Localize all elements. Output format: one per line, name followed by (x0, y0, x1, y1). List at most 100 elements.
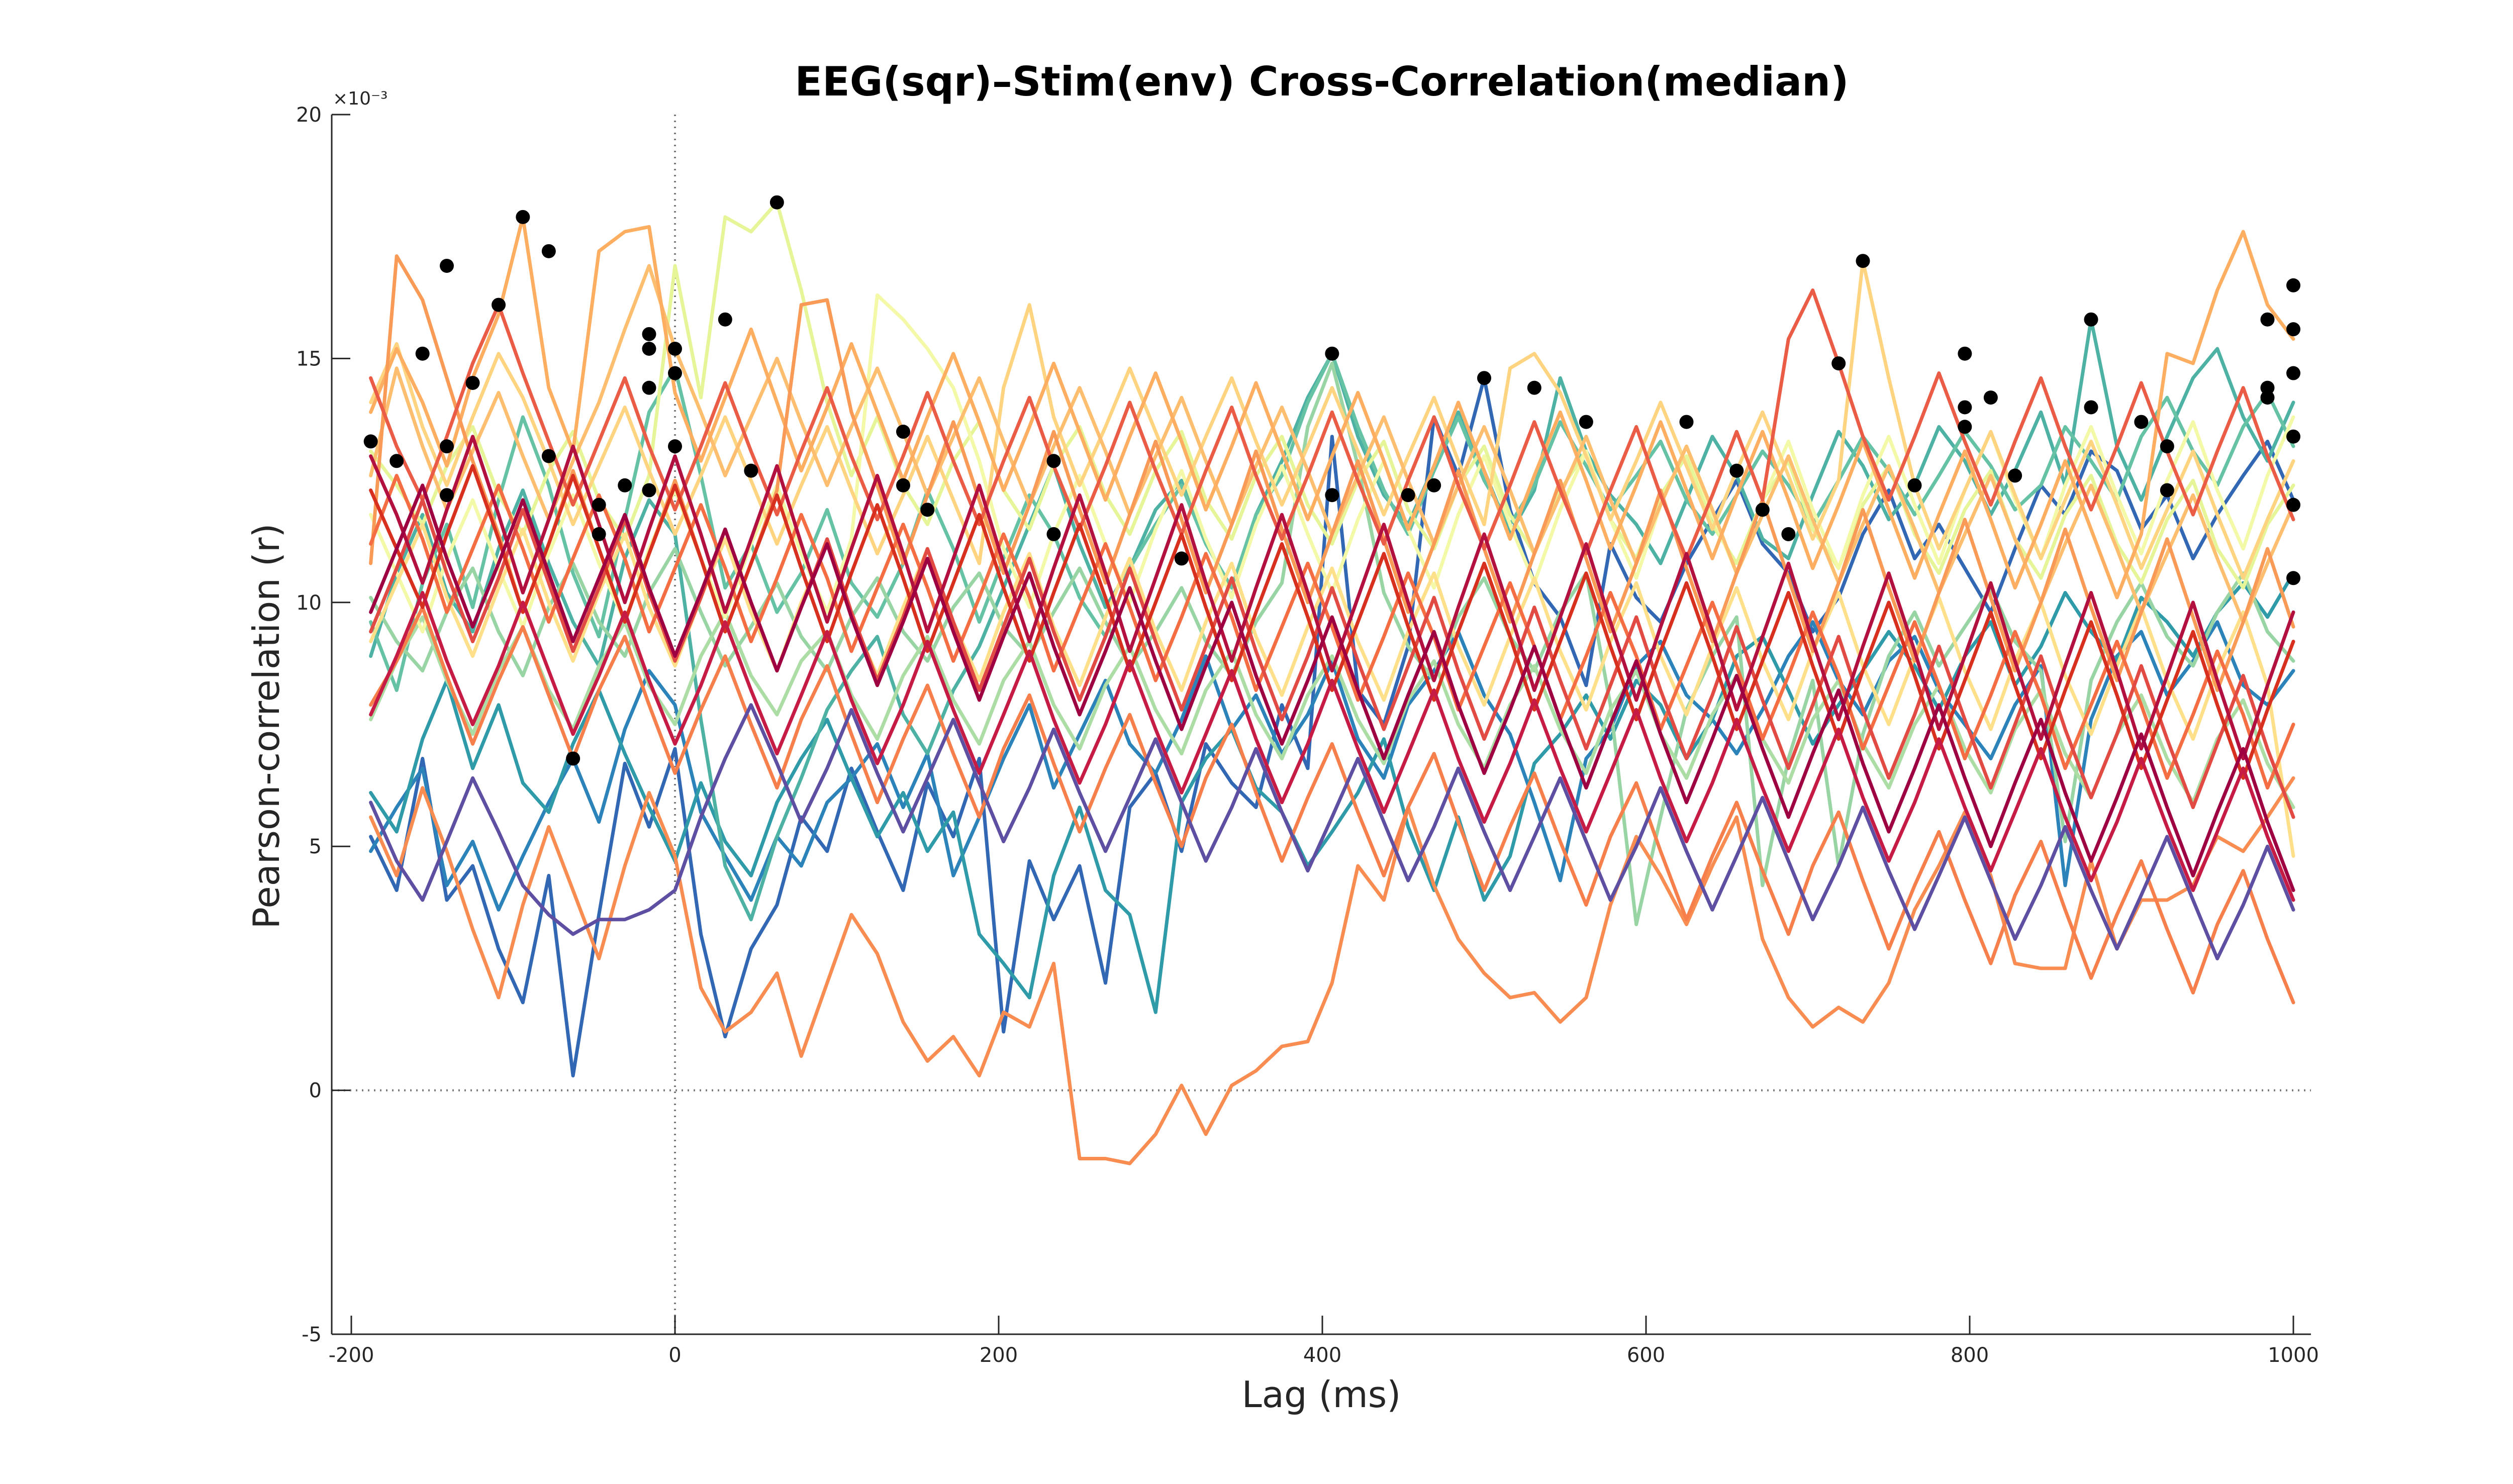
peak-marker (2008, 468, 2022, 483)
peak-marker (2084, 400, 2098, 415)
peak-marker (1831, 356, 1846, 371)
axes: -200 0 200 400 600 800 1000 -5 0 5 10 15 20 (296, 104, 2319, 1367)
peak-marker (668, 439, 682, 454)
peak-marker (1983, 390, 1998, 405)
series-line-ch23 (369, 483, 2295, 893)
peak-marker (1958, 400, 1972, 415)
x-axis-label: Lag (ms) (1242, 1373, 1401, 1416)
series-line-ch07 (369, 610, 2295, 809)
peak-marker (1729, 463, 1744, 478)
x-tick-label: 0 (668, 1344, 681, 1367)
peak-marker (2286, 278, 2300, 292)
peak-marker (465, 375, 480, 390)
peak-marker (363, 434, 378, 449)
x-tick-label: 800 (1951, 1344, 1989, 1367)
peak-marker (1781, 527, 1796, 541)
y-tick-label: 5 (309, 835, 322, 858)
peak-marker (439, 258, 454, 273)
peak-marker (592, 527, 606, 541)
series-line-ch20 (369, 464, 2295, 780)
peak-marker (896, 425, 911, 439)
peak-marker (642, 483, 656, 498)
series-line-ch22 (369, 435, 2295, 760)
peak-marker (1325, 346, 1339, 361)
peak-marker (618, 478, 632, 492)
x-axis-ticks: -200 0 200 400 600 800 1000 (329, 1316, 2319, 1367)
peak-marker (642, 341, 656, 356)
peak-marker (439, 439, 454, 454)
chart-title: EEG(sqr)–Stim(env) Cross-Correlation(med… (795, 58, 1849, 105)
peak-marker (439, 488, 454, 503)
peak-marker (668, 341, 682, 356)
peak-marker (566, 751, 581, 766)
peak-marker (718, 312, 732, 327)
peak-marker (2260, 390, 2275, 405)
series-line-ch08 (369, 201, 2295, 590)
peak-marker (1579, 415, 1593, 429)
y-tick-label: 0 (309, 1079, 322, 1103)
y-tick-label: 10 (296, 591, 322, 615)
series-line-ch21 (369, 590, 2295, 902)
peak-marker (769, 195, 784, 210)
series-line-ch16 (369, 606, 2295, 1005)
peak-marker (642, 380, 656, 395)
peak-marker (668, 366, 682, 380)
peak-marker (920, 503, 935, 517)
peak-marker (2286, 571, 2300, 585)
peak-marker-layer (363, 195, 2300, 766)
y-axis-label: Pearson-correlation (r) (245, 523, 287, 929)
series-line-ch13 (369, 215, 2295, 600)
y-tick-label: 20 (296, 104, 322, 127)
x-tick-label: 1000 (2268, 1344, 2319, 1367)
peak-marker (492, 298, 506, 312)
peak-marker (1907, 478, 1922, 492)
x-tick-label: 200 (980, 1344, 1018, 1367)
series-line-ch19 (369, 498, 2295, 819)
y-axis-ticks: -5 0 5 10 15 20 (296, 104, 350, 1346)
peak-marker (415, 346, 430, 361)
x-tick-label: 600 (1627, 1344, 1665, 1367)
x-tick-label: 400 (1303, 1344, 1341, 1367)
peak-marker (1679, 415, 1694, 429)
peak-marker (1401, 488, 1415, 503)
peak-marker (1325, 488, 1339, 503)
peak-marker (1958, 346, 1972, 361)
y-axis-exponent: ×10⁻³ (333, 88, 388, 109)
peak-marker (2084, 312, 2098, 327)
peak-marker (2286, 366, 2300, 380)
y-tick-label: -5 (302, 1323, 322, 1346)
series-line-ch01 (369, 376, 2295, 1077)
peak-marker (1427, 478, 1441, 492)
peak-marker (1527, 380, 1541, 395)
peak-marker (2160, 483, 2174, 498)
peak-marker (592, 498, 606, 512)
peak-marker (2260, 380, 2275, 395)
peak-marker (2286, 498, 2300, 512)
peak-marker (744, 463, 758, 478)
series-line-ch06 (369, 361, 2295, 926)
peak-marker (2134, 415, 2149, 429)
peak-marker (541, 449, 556, 463)
peak-marker (1046, 454, 1061, 468)
peak-marker (2286, 429, 2300, 444)
series-line-ch24 (369, 703, 2295, 960)
plot-area (332, 115, 2311, 1334)
y-tick-label: 15 (296, 347, 322, 370)
peak-marker (390, 454, 404, 468)
series-line-ch03 (369, 571, 2295, 1014)
series-line-ch18 (369, 288, 2295, 560)
peak-marker (1477, 371, 1491, 385)
peak-marker (516, 210, 530, 224)
peak-marker (642, 327, 656, 341)
peak-marker (2260, 312, 2275, 327)
peak-marker (2160, 439, 2174, 454)
peak-marker (1174, 551, 1189, 566)
series-line-ch15 (369, 776, 2295, 1165)
series-layer (369, 201, 2295, 1165)
peak-marker (1958, 420, 1972, 434)
peak-marker (1755, 503, 1770, 517)
peak-marker (541, 244, 556, 258)
peak-marker (1856, 254, 1870, 268)
peak-marker (2286, 322, 2300, 337)
